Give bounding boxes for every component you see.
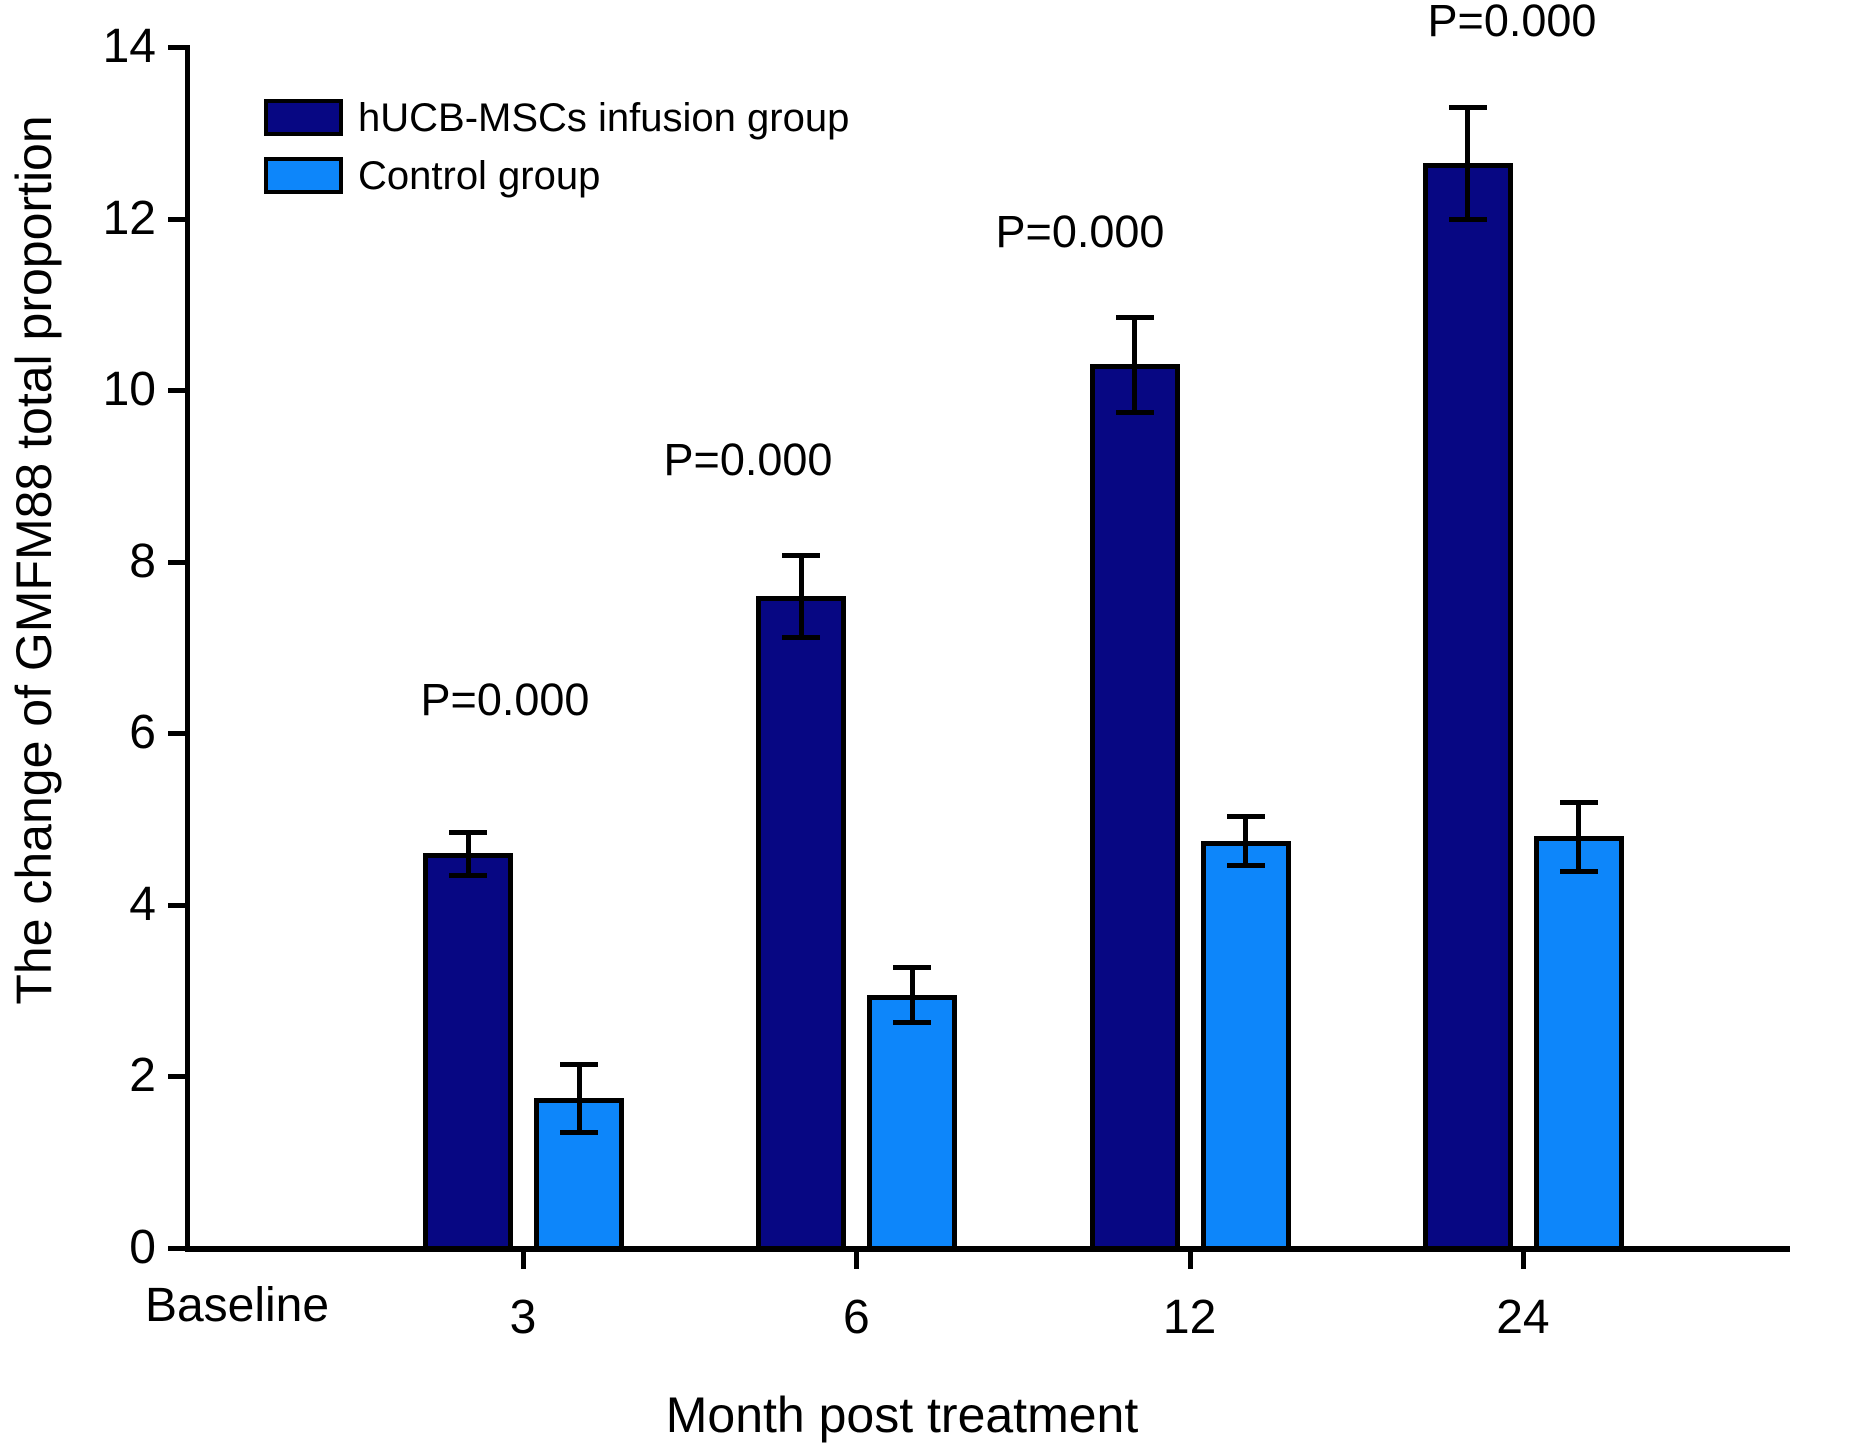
error-bar-cap-top xyxy=(1559,799,1598,805)
bar-infusion-3 xyxy=(423,853,513,1252)
error-bar-cap-bottom xyxy=(893,1020,932,1026)
y-tick xyxy=(168,216,185,222)
y-tick-label: 4 xyxy=(129,877,156,931)
bar-infusion-24 xyxy=(1422,162,1513,1252)
y-tick-label: 12 xyxy=(102,191,156,245)
legend-swatch xyxy=(264,99,343,136)
y-tick-label: 2 xyxy=(129,1049,156,1103)
error-bar-line xyxy=(1576,801,1582,871)
error-bar-line xyxy=(1132,317,1138,412)
bar-control-6 xyxy=(867,994,958,1252)
error-bar-cap-bottom xyxy=(1226,862,1265,868)
error-bar-line xyxy=(798,554,804,638)
y-tick xyxy=(168,1074,185,1080)
bar-infusion-6 xyxy=(756,596,847,1252)
x-tick-label: 6 xyxy=(842,1291,870,1344)
error-bar-line xyxy=(465,831,471,875)
error-bar-cap-top xyxy=(893,965,932,971)
legend-swatch xyxy=(264,157,343,194)
x-tick-label: 3 xyxy=(509,1291,537,1344)
x-axis-title: Month post treatment xyxy=(665,1387,1139,1443)
error-bar-cap-bottom xyxy=(1559,868,1598,874)
error-bar-cap-bottom xyxy=(560,1130,598,1136)
y-tick-label: 14 xyxy=(102,20,156,73)
error-bar-line xyxy=(1243,816,1249,865)
y-tick xyxy=(168,902,185,908)
error-bar-cap-top xyxy=(449,829,487,835)
p-value-label: P=0.000 xyxy=(1427,0,1597,46)
x-axis-line xyxy=(185,1246,1790,1252)
y-tick-label: 10 xyxy=(102,363,156,417)
error-bar-cap-bottom xyxy=(1115,409,1154,415)
legend-label: hUCB-MSCs infusion group xyxy=(358,96,850,140)
y-tick-label: 0 xyxy=(129,1221,156,1274)
legend-label: Control group xyxy=(358,154,601,198)
error-bar-cap-top xyxy=(1226,814,1265,820)
error-bar-cap-bottom xyxy=(1448,216,1487,222)
error-bar-cap-top xyxy=(782,552,821,558)
y-tick xyxy=(168,45,185,50)
x-tick xyxy=(854,1252,860,1269)
x-tick xyxy=(521,1252,526,1269)
error-bar-cap-top xyxy=(1115,315,1154,321)
p-value-label: P=0.000 xyxy=(420,674,590,725)
error-bar-cap-bottom xyxy=(449,872,487,878)
x-tick-label-baseline: Baseline xyxy=(144,1279,330,1332)
bar-control-12 xyxy=(1200,840,1291,1252)
y-tick-label: 8 xyxy=(129,534,156,588)
legend-entry: hUCB-MSCs infusion group xyxy=(264,96,964,140)
error-bar-line xyxy=(1465,107,1471,219)
x-tick xyxy=(1187,1252,1193,1269)
error-bar-line xyxy=(909,967,915,1023)
p-value-label: P=0.000 xyxy=(995,206,1165,257)
bar-control-24 xyxy=(1533,836,1624,1252)
legend-entry: Control group xyxy=(264,154,964,198)
bar-infusion-12 xyxy=(1089,364,1180,1252)
y-tick-label: 6 xyxy=(129,706,156,760)
y-tick xyxy=(168,388,185,394)
x-tick-label: 24 xyxy=(1496,1291,1550,1344)
x-tick-label: 12 xyxy=(1162,1291,1217,1344)
y-tick xyxy=(168,559,185,565)
x-tick xyxy=(1520,1252,1526,1269)
p-value-label: P=0.000 xyxy=(663,434,833,485)
error-bar-cap-top xyxy=(1448,105,1487,111)
error-bar-cap-top xyxy=(560,1061,598,1067)
error-bar-line xyxy=(576,1063,582,1133)
y-tick xyxy=(168,731,185,737)
error-bar-cap-bottom xyxy=(782,635,821,641)
y-tick xyxy=(168,1246,185,1251)
y-axis-line xyxy=(185,45,190,1252)
